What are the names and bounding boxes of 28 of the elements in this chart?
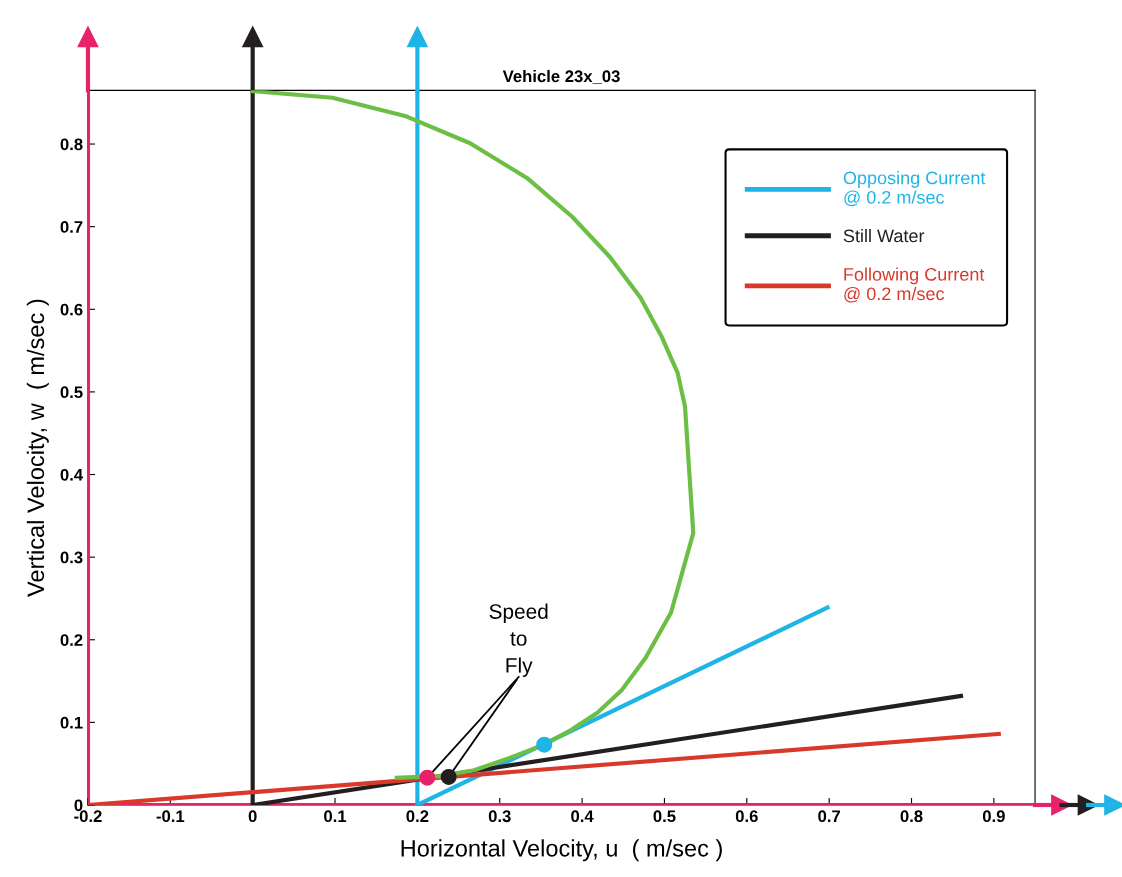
y-tick-label: 0.2 (60, 634, 83, 646)
y-tick-label: 0.6 (60, 303, 83, 316)
x-axis-title: Horizontal Velocity, u ( m/sec ) (401, 839, 722, 862)
chart-title: Vehicle 23x_03 (502, 69, 620, 85)
y-axis-title: Vertical Velocity, w ( m/sec ) (26, 299, 49, 597)
legend-label: Opposing Current @ 0.2 m/sec (843, 171, 986, 207)
x-tick-label: 0.6 (735, 810, 758, 823)
x-tick-label: 0.1 (324, 810, 347, 823)
x-tick-label: 0.9 (982, 810, 1005, 823)
annotation: Speed to Fly (489, 603, 548, 677)
y-tick-label: 0.7 (60, 221, 83, 233)
x-tick-label: 0.8 (900, 810, 923, 823)
legend-label: Still Water (843, 229, 925, 243)
y-tick-label: 0.3 (60, 551, 83, 564)
x-tick-label: -0.1 (156, 810, 185, 823)
x-tick-label: -0.2 (74, 810, 102, 823)
y-tick-label: 0 (74, 799, 83, 812)
legend-label: Following Current @ 0.2 m/sec (844, 267, 985, 303)
x-tick-label: 0.7 (818, 810, 841, 823)
y-tick-label: 0.8 (60, 138, 83, 151)
y-tick-label: 0.4 (60, 468, 84, 481)
x-tick-label: 0.5 (653, 810, 676, 823)
x-tick-label: 0 (248, 810, 257, 823)
x-tick-label: 0.2 (406, 810, 429, 823)
x-tick-label: 0.4 (571, 810, 594, 823)
y-tick-label: 0.1 (60, 716, 83, 729)
y-tick-label: 0.5 (60, 386, 83, 399)
x-tick-label: 0.3 (488, 810, 511, 823)
